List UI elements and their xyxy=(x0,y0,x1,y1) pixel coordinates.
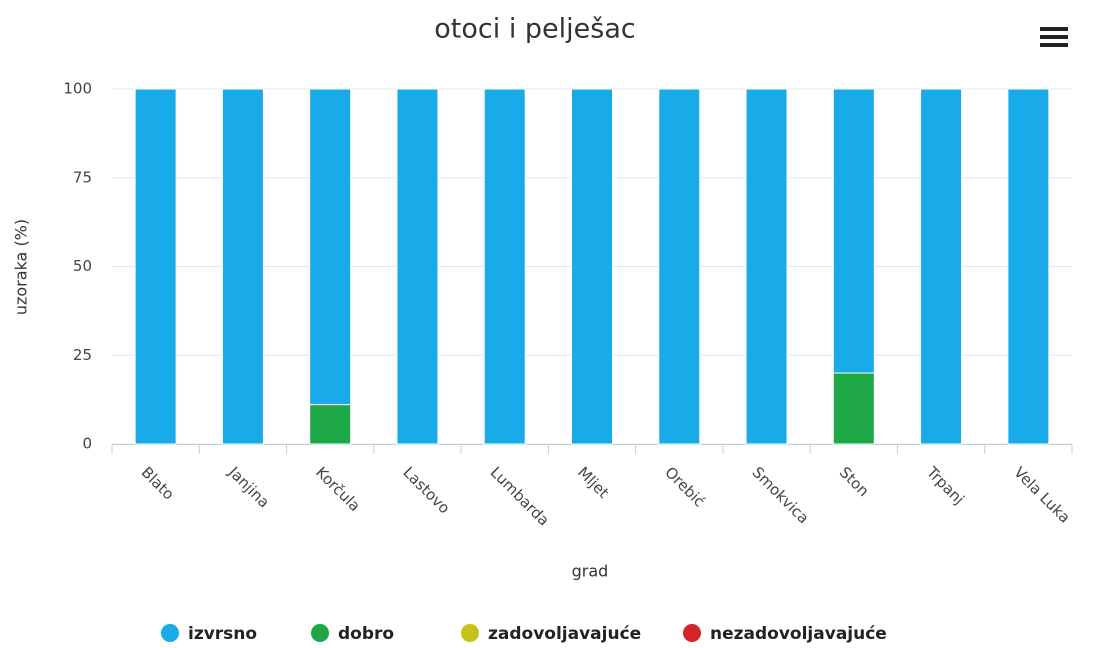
menu-button[interactable] xyxy=(1040,27,1068,47)
menu-line xyxy=(1040,43,1068,47)
y-tick-label: 0 xyxy=(82,435,92,453)
bar-segment xyxy=(832,372,875,445)
y-tick-label: 50 xyxy=(73,257,92,275)
bar-segment xyxy=(1007,88,1050,445)
bar-segment xyxy=(309,404,352,445)
menu-line xyxy=(1040,35,1068,39)
x-tick-label: Trpanj xyxy=(922,463,968,509)
legend-item[interactable]: nezadovoljavajuće xyxy=(683,624,887,644)
bar-segment xyxy=(832,88,875,374)
y-axis-title: uzoraka (%) xyxy=(12,219,31,315)
bar-segment xyxy=(658,88,701,445)
x-tick-label: Lumbarda xyxy=(487,463,553,529)
legend-item[interactable]: izvrsno xyxy=(161,624,257,644)
legend-marker xyxy=(311,624,329,642)
x-axis-title: grad xyxy=(572,562,609,581)
legend-label: izvrsno xyxy=(188,624,257,644)
y-tick-label: 25 xyxy=(73,346,92,364)
legend-label: nezadovoljavajuće xyxy=(710,624,887,644)
bar-segment xyxy=(309,88,352,406)
x-tick-label: Smokvica xyxy=(749,463,813,527)
x-tick-label: Janjina xyxy=(224,463,273,512)
y-tick-label: 75 xyxy=(73,168,92,186)
bar-segment xyxy=(134,88,177,445)
legend-marker xyxy=(461,624,479,642)
legend-label: dobro xyxy=(338,624,394,644)
legend-item[interactable]: dobro xyxy=(311,624,394,644)
x-tick-label: Orebić xyxy=(661,463,708,510)
x-tick-label: Mljet xyxy=(574,463,613,502)
x-tick-label: Korčula xyxy=(312,463,364,515)
chart-title: otoci i pelješac xyxy=(434,14,635,45)
menu-line xyxy=(1040,27,1068,31)
bar-segment xyxy=(396,88,439,445)
x-tick-label: Blato xyxy=(138,463,178,503)
legend-label: zadovoljavajuće xyxy=(488,624,641,644)
legend-item[interactable]: zadovoljavajuće xyxy=(461,624,641,644)
x-tick-label: Lastovo xyxy=(399,463,453,517)
y-tick-label: 100 xyxy=(63,80,92,98)
x-tick-label: Ston xyxy=(836,463,873,500)
bar-segment xyxy=(571,88,613,445)
bar-segment xyxy=(221,88,264,445)
legend-marker xyxy=(683,624,701,642)
bar-segment xyxy=(745,88,788,445)
bar-segment xyxy=(483,88,526,445)
x-tick-label: Vela Luka xyxy=(1010,463,1073,526)
bar-segment xyxy=(920,88,963,445)
legend-marker xyxy=(161,624,179,642)
